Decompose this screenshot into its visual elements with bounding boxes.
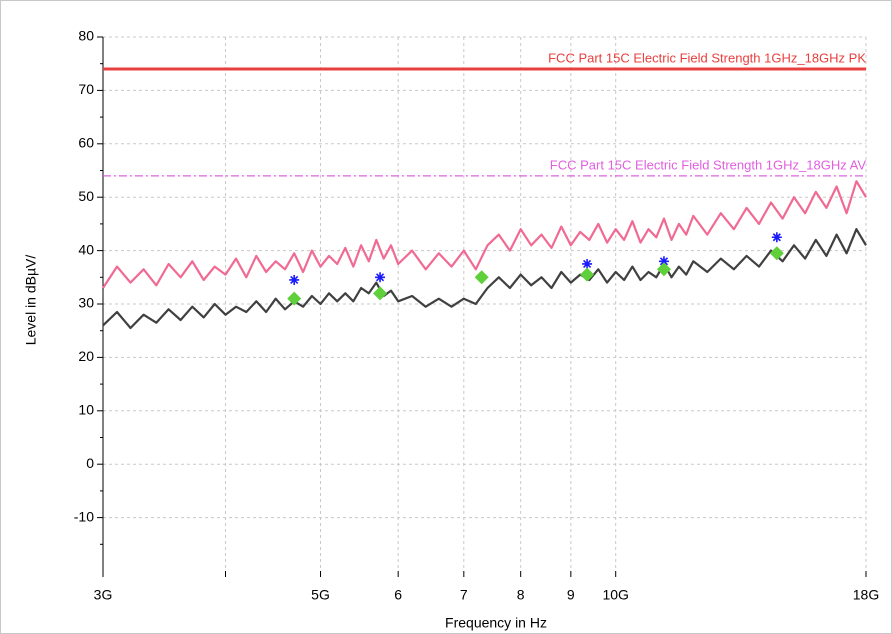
average-marker (580, 267, 595, 282)
limit-label: FCC Part 15C Electric Field Strength 1GH… (548, 50, 866, 65)
peak-marker (658, 256, 669, 267)
y-axis-label: Level in dBµV/ (23, 255, 39, 346)
x-tick-label: 9 (567, 587, 575, 603)
y-tick-label: -10 (74, 508, 94, 524)
x-tick-label: 8 (517, 587, 525, 603)
y-tick-label: 50 (78, 188, 94, 204)
peak-marker (582, 258, 593, 269)
x-tick-label: 5G (311, 587, 330, 603)
y-tick-label: 30 (78, 295, 94, 311)
y-tick-label: 80 (78, 28, 94, 44)
peak-marker (289, 274, 300, 285)
x-tick-label: 3G (94, 587, 113, 603)
trace (102, 228, 867, 330)
x-tick-label: 7 (460, 587, 468, 603)
peak-marker (771, 232, 782, 243)
y-tick-label: 0 (86, 455, 94, 471)
y-tick-label: 70 (78, 81, 94, 97)
y-tick-label: 10 (78, 402, 94, 418)
limit-label: FCC Part 15C Electric Field Strength 1GH… (550, 157, 867, 172)
average-marker (769, 246, 784, 261)
average-marker (474, 270, 489, 285)
x-tick-label: 6 (394, 587, 402, 603)
average-marker (373, 286, 388, 301)
average-marker (287, 291, 302, 306)
y-tick-label: 60 (78, 135, 94, 151)
trace (102, 180, 867, 289)
average-marker (656, 262, 671, 277)
x-tick-label: 10G (602, 587, 628, 603)
x-tick-label: 18G (853, 587, 879, 603)
peak-marker (375, 272, 386, 283)
y-tick-label: 20 (78, 348, 94, 364)
y-tick-label: 40 (78, 241, 94, 257)
x-axis-label: Frequency in Hz (445, 615, 547, 631)
